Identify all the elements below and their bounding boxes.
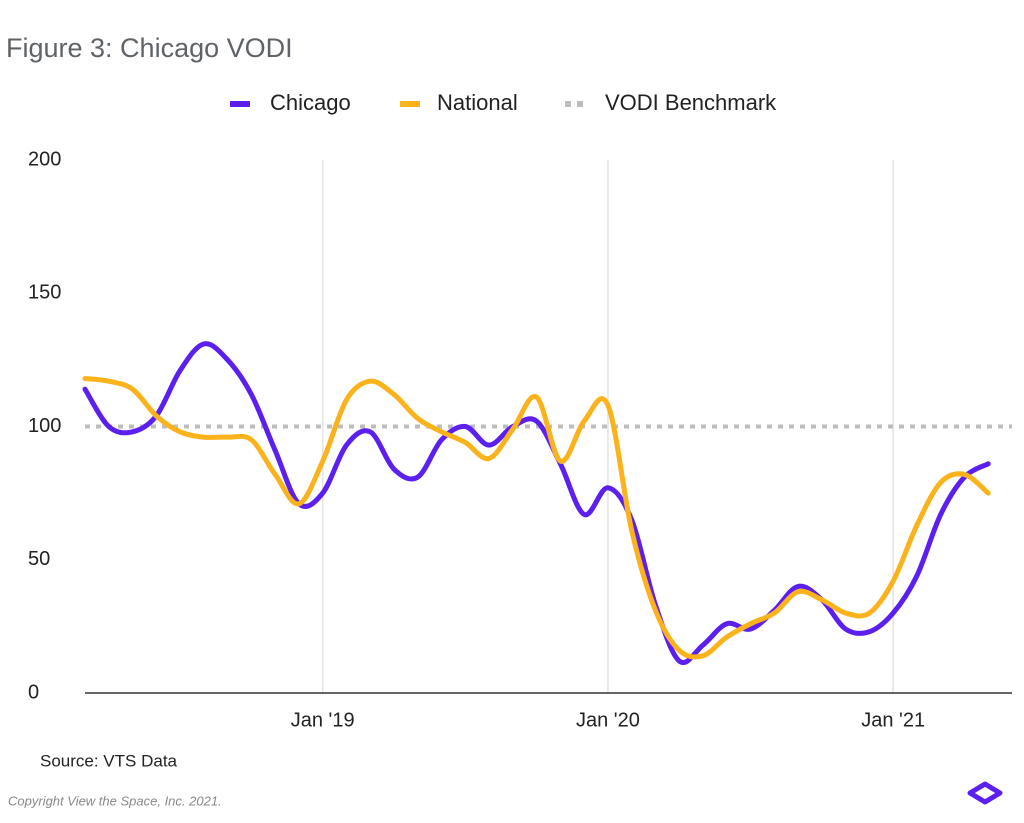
source: Source: VTS Data bbox=[40, 751, 178, 770]
series-line bbox=[82, 376, 991, 660]
copyright: Copyright View the Space, Inc. 2021. bbox=[8, 793, 222, 808]
x-tick-label: Jan '19 bbox=[291, 709, 355, 731]
y-tick-label: 50 bbox=[28, 548, 50, 570]
legend-label: Chicago bbox=[270, 90, 351, 115]
x-tick-label: Jan '21 bbox=[861, 709, 925, 731]
y-tick-label: 100 bbox=[28, 415, 61, 437]
legend-label: National bbox=[437, 90, 518, 115]
y-tick-label: 0 bbox=[28, 681, 39, 703]
series-line bbox=[82, 341, 991, 665]
logo bbox=[967, 781, 1003, 805]
y-tick-label: 200 bbox=[28, 148, 61, 170]
x-tick-label: Jan '20 bbox=[576, 709, 640, 731]
legend-label: VODI Benchmark bbox=[605, 90, 777, 115]
chart-title: Figure 3: Chicago VODI bbox=[6, 33, 293, 63]
y-tick-label: 150 bbox=[28, 282, 61, 304]
